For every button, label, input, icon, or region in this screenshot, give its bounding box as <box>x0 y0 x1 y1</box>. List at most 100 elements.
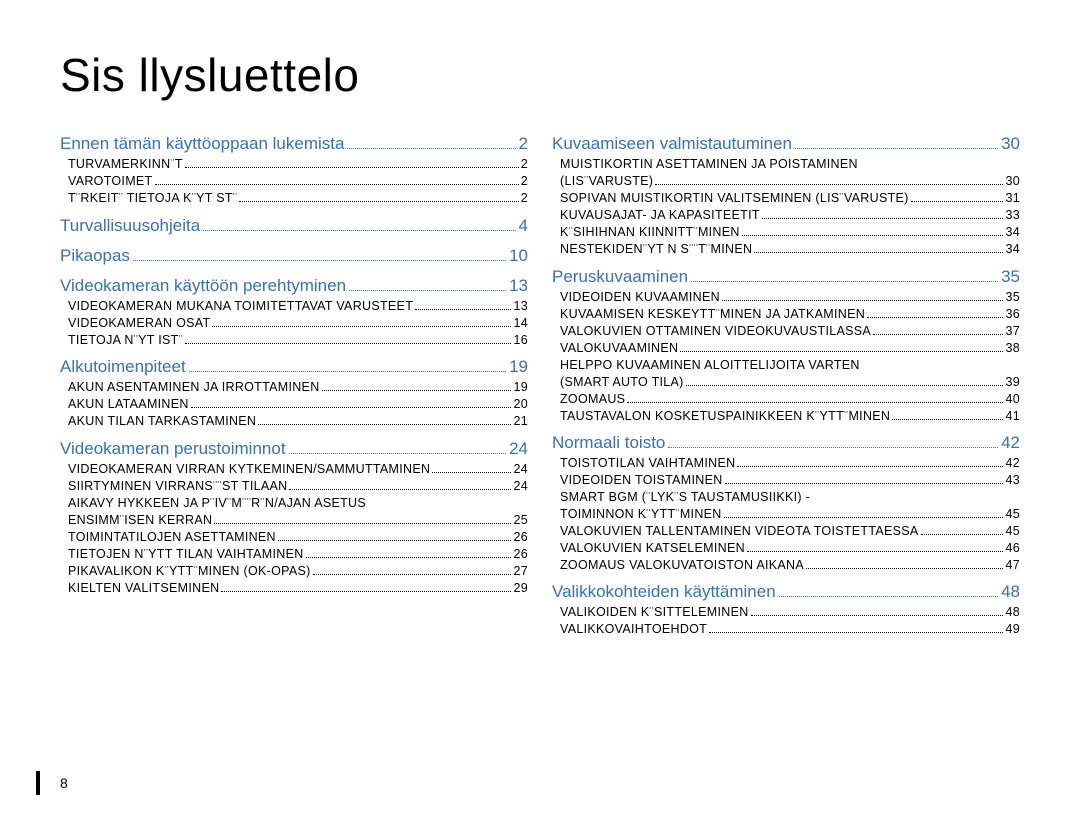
leader-dots <box>432 472 511 473</box>
toc-sub-item[interactable]: KUVAUSAJAT- JA KAPASITEETIT33 <box>560 208 1020 222</box>
toc-sub-item[interactable]: TURVAMERKINN¨T2 <box>68 157 528 171</box>
toc-sub-item[interactable]: VALOKUVIEN TALLENTAMINEN VIDEOTA TOISTET… <box>560 524 1020 538</box>
toc-section[interactable]: Normaali toisto42 <box>552 433 1020 453</box>
toc-sub-item[interactable]: ZOOMAUS VALOKUVATOISTON AIKANA47 <box>560 558 1020 572</box>
toc-sub-item[interactable]: TOISTOTILAN VAIHTAMINEN42 <box>560 456 1020 470</box>
toc-page: 2 <box>521 174 528 188</box>
toc-sub-item[interactable]: VIDEOKAMERAN MUKANA TOIMITETTAVAT VARUST… <box>68 299 528 313</box>
toc-label: VIDEOKAMERAN VIRRAN KYTKEMINEN/SAMMUTTAM… <box>68 462 430 476</box>
toc-sub-item[interactable]: ENSIMM¨ISEN KERRAN25 <box>68 513 528 527</box>
toc-page: 37 <box>1005 324 1020 338</box>
leader-dots <box>867 317 1003 318</box>
toc-page: 13 <box>513 299 528 313</box>
toc-sub-item[interactable]: VALOKUVAAMINEN 38 <box>560 341 1020 355</box>
toc-sub-item[interactable]: VALIKKOVAIHTOEHDOT49 <box>560 622 1020 636</box>
toc-page: 4 <box>519 216 528 236</box>
toc-section[interactable]: Ennen tämän käyttöoppaan lukemista2 <box>60 134 528 154</box>
leader-dots <box>921 534 1004 535</box>
leader-dots <box>762 218 1004 219</box>
toc-page: 19 <box>513 380 528 394</box>
toc-section[interactable]: Videokameran käyttöön perehtyminen13 <box>60 276 528 296</box>
leader-dots <box>289 489 511 490</box>
leader-dots <box>212 326 511 327</box>
toc-sub-item[interactable]: NESTEKIDEN¨YT N S¨¨T¨MINEN34 <box>560 242 1020 256</box>
toc-page: 34 <box>1005 242 1020 256</box>
toc-sub-item[interactable]: (LIS¨VARUSTE)30 <box>560 174 1020 188</box>
toc-page: 2 <box>519 134 528 154</box>
toc-sub-item[interactable]: SOPIVAN MUISTIKORTIN VALITSEMINEN (LIS¨V… <box>560 191 1020 205</box>
toc-page: 42 <box>1001 433 1020 453</box>
toc-section[interactable]: Turvallisuusohjeita4 <box>60 215 528 235</box>
toc-label: KUVAUSAJAT- JA KAPASITEETIT <box>560 208 760 222</box>
toc-sub-item[interactable]: VIDEOKAMERAN VIRRAN KYTKEMINEN/SAMMUTTAM… <box>68 462 528 476</box>
toc-label: TURVAMERKINN¨T <box>68 157 183 171</box>
leader-dots <box>203 215 515 230</box>
toc-sub-item[interactable]: ZOOMAUS40 <box>560 392 1020 406</box>
toc-sub-item[interactable]: AIKAVY HYKKEEN JA P¨IV¨M¨¨R¨N/AJAN ASETU… <box>68 496 528 510</box>
toc-label: AKUN TILAN TARKASTAMINEN <box>68 414 256 428</box>
toc-section[interactable]: Pikaopas10 <box>60 246 528 266</box>
toc-sub-item[interactable]: PIKAVALIKON K¨YTT¨MINEN (OK-OPAS)27 <box>68 564 528 578</box>
toc-section[interactable]: Videokameran perustoiminnot24 <box>60 438 528 458</box>
toc-sub-item[interactable]: SMART BGM (¨LYK¨S TAUSTAMUSIIKKI) - <box>560 490 1020 504</box>
toc-sub-item[interactable]: (SMART AUTO TILA)39 <box>560 375 1020 389</box>
toc-sub-item[interactable]: K¨SIHIHNAN KIINNITT¨MINEN34 <box>560 225 1020 239</box>
toc-sub-item[interactable]: AKUN TILAN TARKASTAMINEN21 <box>68 414 528 428</box>
toc-page: 45 <box>1005 524 1020 538</box>
toc-columns: Ennen tämän käyttöoppaan lukemista2 TURVA… <box>60 124 1020 636</box>
toc-sub-item[interactable]: VIDEOKAMERAN OSAT14 <box>68 316 528 330</box>
toc-sub-item[interactable]: TOIMINTATILOJEN ASETTAMINEN26 <box>68 530 528 544</box>
toc-section[interactable]: Peruskuvaaminen35 <box>552 266 1020 286</box>
toc-sub-item[interactable]: SIIRTYMINEN VIRRANS¨¨ST TILAAN24 <box>68 479 528 493</box>
toc-label: VALOKUVAAMINEN <box>560 341 678 355</box>
leader-dots <box>133 246 506 261</box>
toc-label: Valikkokohteiden käyttäminen <box>552 582 776 602</box>
toc-section[interactable]: Valikkokohteiden käyttäminen48 <box>552 582 1020 602</box>
toc-page: 38 <box>1005 341 1020 355</box>
toc-column: Ennen tämän käyttöoppaan lukemista2 TURVA… <box>60 124 528 636</box>
toc-sub-item[interactable]: MUISTIKORTIN ASETTAMINEN JA POISTAMINEN <box>560 157 1020 171</box>
leader-dots <box>214 523 511 524</box>
toc-sub-item[interactable]: VIDEOIDEN KUVAAMINEN35 <box>560 290 1020 304</box>
toc-sub-item[interactable]: VALOKUVIEN KATSELEMINEN46 <box>560 541 1020 555</box>
toc-page: 10 <box>509 246 528 266</box>
leader-dots <box>680 351 1003 352</box>
toc-section[interactable]: Kuvaamiseen valmistautuminen30 <box>552 134 1020 154</box>
toc-page: 29 <box>513 581 528 595</box>
toc-sub-item[interactable]: VIDEOIDEN TOISTAMINEN43 <box>560 473 1020 487</box>
toc-sub-item[interactable]: T¨RKEIT¨ TIETOJA K¨YT ST¨2 <box>68 191 528 205</box>
toc-sub-item[interactable]: KIELTEN VALITSEMINEN29 <box>68 581 528 595</box>
toc-page: 24 <box>513 479 528 493</box>
toc-label: AKUN ASENTAMINEN JA IRROTTAMINEN <box>68 380 320 394</box>
toc-sub-item[interactable]: VALOKUVIEN OTTAMINEN VIDEOKUVAUSTILASSA 3… <box>560 324 1020 338</box>
toc-sub-item[interactable]: HELPPO KUVAAMINEN ALOITTELIJOITA VARTEN <box>560 358 1020 372</box>
leader-dots <box>686 385 1004 386</box>
toc-label: VALOKUVIEN OTTAMINEN VIDEOKUVAUSTILASSA <box>560 324 871 338</box>
leader-dots <box>278 540 512 541</box>
toc-sub-item[interactable]: VALIKOIDEN K¨SITTELEMINEN48 <box>560 605 1020 619</box>
toc-sub-item[interactable]: VAROTOIMET2 <box>68 174 528 188</box>
toc-page: 30 <box>1005 174 1020 188</box>
leader-dots <box>313 574 512 575</box>
toc-sub-item[interactable]: KUVAAMISEN KESKEYTT¨MINEN JA JATKAMINEN3… <box>560 307 1020 321</box>
toc-label: (SMART AUTO TILA) <box>560 375 684 389</box>
toc-label: TIETOJA N¨YT IST¨ <box>68 333 183 347</box>
leader-dots <box>737 466 1003 467</box>
toc-sub-item[interactable]: TOIMINNON K¨YTT¨MINEN45 <box>560 507 1020 521</box>
toc-page: 34 <box>1005 225 1020 239</box>
toc-sub-item[interactable]: TAUSTAVALON KOSKETUSPAINIKKEEN K¨YTT¨MIN… <box>560 409 1020 423</box>
leader-dots <box>911 201 1004 202</box>
toc-section[interactable]: Alkutoimenpiteet19 <box>60 357 528 377</box>
page-number: 8 <box>60 775 68 791</box>
toc-page: 49 <box>1005 622 1020 636</box>
toc-sub-item[interactable]: TIETOJA N¨YT IST¨16 <box>68 333 528 347</box>
page-title: Sis llysluettelo <box>60 48 1020 102</box>
toc-sub-item[interactable]: TIETOJEN N¨YTT TILAN VAIHTAMINEN26 <box>68 547 528 561</box>
toc-sub-item[interactable]: AKUN LATAAMINEN20 <box>68 397 528 411</box>
toc-label: VALOKUVIEN KATSELEMINEN <box>560 541 745 555</box>
toc-page: 47 <box>1005 558 1020 572</box>
toc-label: Videokameran käyttöön perehtyminen <box>60 276 346 296</box>
toc-page: 30 <box>1001 134 1020 154</box>
toc-sub-item[interactable]: AKUN ASENTAMINEN JA IRROTTAMINEN 19 <box>68 380 528 394</box>
leader-dots <box>724 517 1004 518</box>
